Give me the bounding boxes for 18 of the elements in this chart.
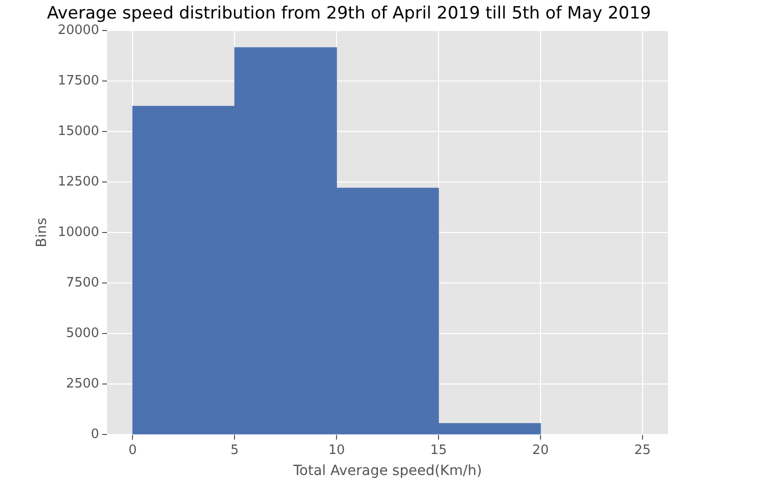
x-tick-label: 25 bbox=[634, 442, 651, 458]
x-axis-title: Total Average speed(Km/h) bbox=[292, 463, 482, 480]
y-tick-label: 7500 bbox=[66, 275, 100, 290]
y-tick-label: 5000 bbox=[66, 326, 100, 341]
y-tick-label: 2500 bbox=[66, 376, 100, 392]
x-tick-label: 5 bbox=[230, 442, 239, 458]
x-tick-label: 0 bbox=[128, 442, 137, 458]
y-tick-label: 12500 bbox=[58, 174, 100, 190]
x-tick-label: 15 bbox=[430, 442, 447, 458]
y-axis-title: Bins bbox=[34, 218, 50, 248]
y-tick-label: 17500 bbox=[58, 73, 100, 88]
y-tick-label: 10000 bbox=[58, 224, 100, 240]
x-tick-label: 10 bbox=[328, 442, 345, 458]
x-tick-label: 20 bbox=[532, 442, 549, 458]
chart-title: Average speed distribution from 29th of April 2019 till 5th of May 2019 bbox=[47, 4, 651, 24]
y-tick-label: 0 bbox=[90, 426, 100, 442]
y-tick-label: 20000 bbox=[58, 22, 100, 38]
y-tick-label: 15000 bbox=[58, 124, 100, 139]
